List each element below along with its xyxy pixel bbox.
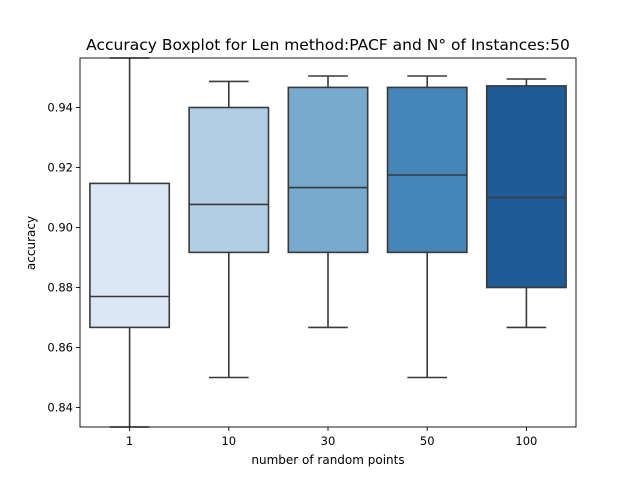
x-axis-label: number of random points bbox=[251, 453, 404, 467]
iqr-box bbox=[188, 106, 270, 254]
plot-area: 0.84 0.86 0.88 0.90 0.92 0.94 1 10 30 50 100 bbox=[47, 57, 567, 448]
iqr-box bbox=[386, 86, 468, 254]
box-group bbox=[89, 57, 171, 428]
iqr-box bbox=[485, 85, 567, 289]
y-tick-label: 0.86 bbox=[47, 341, 73, 355]
y-tick-label: 0.94 bbox=[47, 101, 73, 115]
x-tick-label: 100 bbox=[515, 434, 537, 448]
box-group bbox=[386, 75, 468, 379]
chart-title: Accuracy Boxplot for Len method:PACF and… bbox=[86, 36, 570, 54]
plot-frame bbox=[79, 57, 577, 428]
x-tick-label: 1 bbox=[126, 434, 133, 448]
box-group bbox=[287, 75, 369, 329]
y-tick-label: 0.88 bbox=[47, 281, 73, 295]
y-tick-label: 0.92 bbox=[47, 161, 73, 175]
y-tick-label: 0.84 bbox=[47, 401, 73, 415]
x-tick-label: 50 bbox=[420, 434, 435, 448]
iqr-box bbox=[287, 86, 369, 254]
box-group bbox=[485, 78, 567, 329]
iqr-box bbox=[89, 182, 171, 329]
y-axis-label: accuracy bbox=[24, 216, 38, 270]
x-tick-label: 30 bbox=[321, 434, 336, 448]
x-tick-label: 10 bbox=[221, 434, 236, 448]
box-group bbox=[188, 80, 270, 379]
y-tick-label: 0.90 bbox=[47, 221, 73, 235]
